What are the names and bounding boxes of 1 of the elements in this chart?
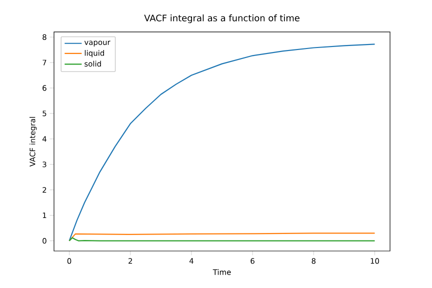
chart-title: VACF integral as a function of time	[144, 14, 300, 24]
